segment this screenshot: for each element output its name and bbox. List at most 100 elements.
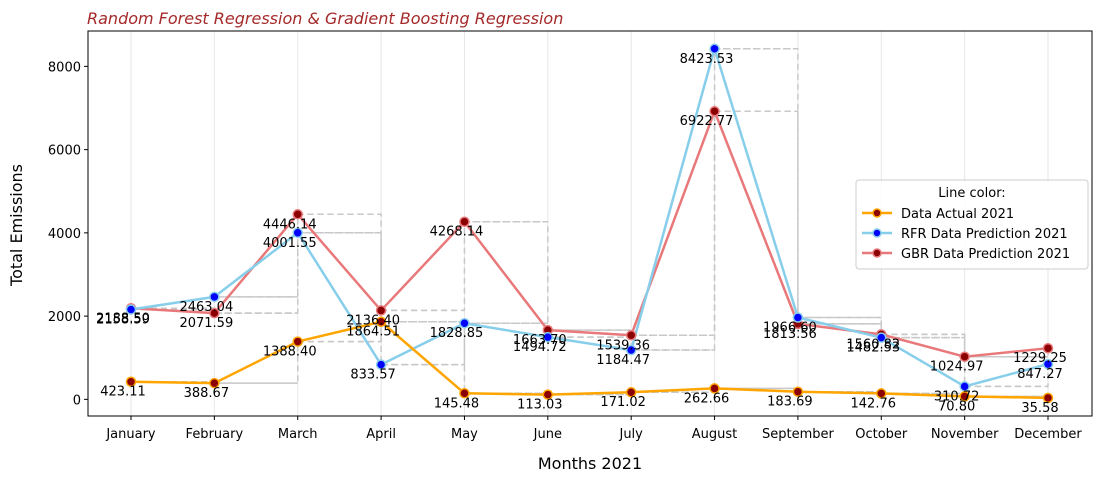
- data-label: 388.67: [184, 386, 230, 401]
- x-tick-label: March: [278, 427, 318, 442]
- data-label: 1184.47: [596, 353, 650, 368]
- data-point: [876, 388, 887, 399]
- data-point: [959, 351, 970, 362]
- x-tick-label: September: [762, 427, 835, 442]
- data-point: [792, 312, 804, 323]
- data-label: 2136.40: [346, 313, 400, 328]
- x-tick-label: November: [931, 427, 999, 442]
- data-label: 310.72: [934, 389, 980, 404]
- data-label: 2463.04: [179, 300, 233, 315]
- chart-title: Random Forest Regression & Gradient Boos…: [87, 9, 563, 28]
- x-tick-label: May: [451, 427, 478, 442]
- data-label: 1482.53: [846, 341, 900, 356]
- legend: Line color: Data Actual 2021 RFR Data Pre…: [855, 179, 1089, 270]
- data-point: [292, 227, 303, 239]
- data-point: [209, 377, 220, 389]
- y-tick-label: 0: [73, 393, 81, 408]
- data-label: 4001.55: [263, 236, 317, 251]
- data-point: [542, 389, 554, 400]
- data-label: 847.27: [1017, 367, 1063, 382]
- data-label: 1828.85: [430, 326, 484, 341]
- legend-title: Line color:: [938, 186, 1005, 201]
- data-point: [625, 386, 637, 398]
- data-point: [292, 336, 303, 347]
- x-tick-label: April: [366, 427, 396, 442]
- data-label: 113.03: [517, 398, 563, 413]
- data-label: 4446.14: [263, 217, 317, 232]
- data-label: 1966.60: [763, 320, 817, 335]
- x-tick-label: December: [1014, 427, 1082, 442]
- legend-marker: [872, 248, 882, 258]
- data-point: [209, 291, 220, 303]
- data-label: 1388.40: [263, 345, 317, 360]
- data-label: 1813.56: [763, 327, 817, 342]
- data-label: 145.48: [434, 396, 480, 411]
- data-label: 1229.25: [1013, 351, 1067, 366]
- x-tick-label: August: [692, 427, 738, 442]
- data-point: [375, 359, 387, 370]
- y-tick-label: 8000: [48, 60, 81, 75]
- legend-marker: [872, 228, 882, 238]
- data-point: [709, 383, 720, 394]
- series-lines: [130, 47, 1049, 400]
- data-point: [375, 316, 387, 327]
- series-line: [130, 109, 1049, 358]
- data-label: 262.66: [684, 391, 730, 406]
- data-label: 423.11: [100, 385, 146, 400]
- data-label: 6922.77: [680, 114, 734, 129]
- data-label: 2071.59: [179, 316, 233, 331]
- data-label: 70.80: [938, 399, 975, 414]
- data-point: [459, 388, 470, 399]
- x-tick-label: January: [105, 427, 156, 442]
- legend-label: GBR Data Prediction 2021: [901, 247, 1070, 262]
- legend-box: [855, 179, 1089, 270]
- data-point: [209, 307, 220, 319]
- data-label: 1663.70: [513, 333, 567, 348]
- data-label: 1864.51: [346, 325, 400, 340]
- data-label: 4268.14: [430, 225, 484, 240]
- y-tick-label: 6000: [48, 144, 81, 159]
- x-tick-label: June: [533, 427, 562, 442]
- y-axis-title: Total Emissions: [7, 164, 26, 287]
- x-tick-label: October: [855, 427, 908, 442]
- data-label: 2188.50: [96, 311, 150, 326]
- data-point: [792, 386, 804, 397]
- data-point: [125, 376, 137, 387]
- step-guide-horizontal: [131, 110, 1048, 358]
- data-point: [625, 344, 637, 356]
- data-label: 2158.59: [96, 313, 150, 328]
- data-point: [292, 209, 303, 220]
- data-label: 1539.36: [596, 338, 650, 353]
- x-axis-title: Months 2021: [538, 454, 642, 473]
- data-point: [459, 216, 470, 227]
- legend-label: Data Actual 2021: [901, 207, 1014, 222]
- data-label: 8423.53: [680, 52, 734, 67]
- data-label: 171.02: [600, 395, 646, 410]
- series-markers: [125, 43, 1054, 404]
- plot-frame: [87, 30, 1093, 417]
- data-point: [709, 105, 720, 117]
- x-tick-label: February: [186, 427, 244, 442]
- data-point: [959, 391, 970, 402]
- data-label: 1494.72: [513, 340, 567, 355]
- y-tick-label: 2000: [48, 310, 81, 325]
- data-label: 1560.82: [846, 337, 900, 352]
- data-point: [125, 304, 137, 315]
- data-point: [1042, 392, 1054, 404]
- data-point: [459, 317, 470, 329]
- legend-marker: [872, 208, 882, 218]
- data-label: 183.69: [767, 395, 813, 410]
- data-point: [959, 381, 970, 392]
- data-label: 142.76: [851, 396, 897, 411]
- data-point: [876, 332, 887, 343]
- series-line: [130, 320, 1049, 400]
- data-label: 833.57: [350, 368, 396, 383]
- y-tick-label: 4000: [48, 227, 81, 242]
- data-point: [1042, 342, 1054, 354]
- series-line: [130, 47, 1049, 388]
- y-axis-ticks: 0 2000 4000 6000 8000: [48, 60, 88, 408]
- data-point: [709, 43, 720, 55]
- x-tick-label: July: [618, 427, 643, 442]
- data-point: [625, 330, 637, 341]
